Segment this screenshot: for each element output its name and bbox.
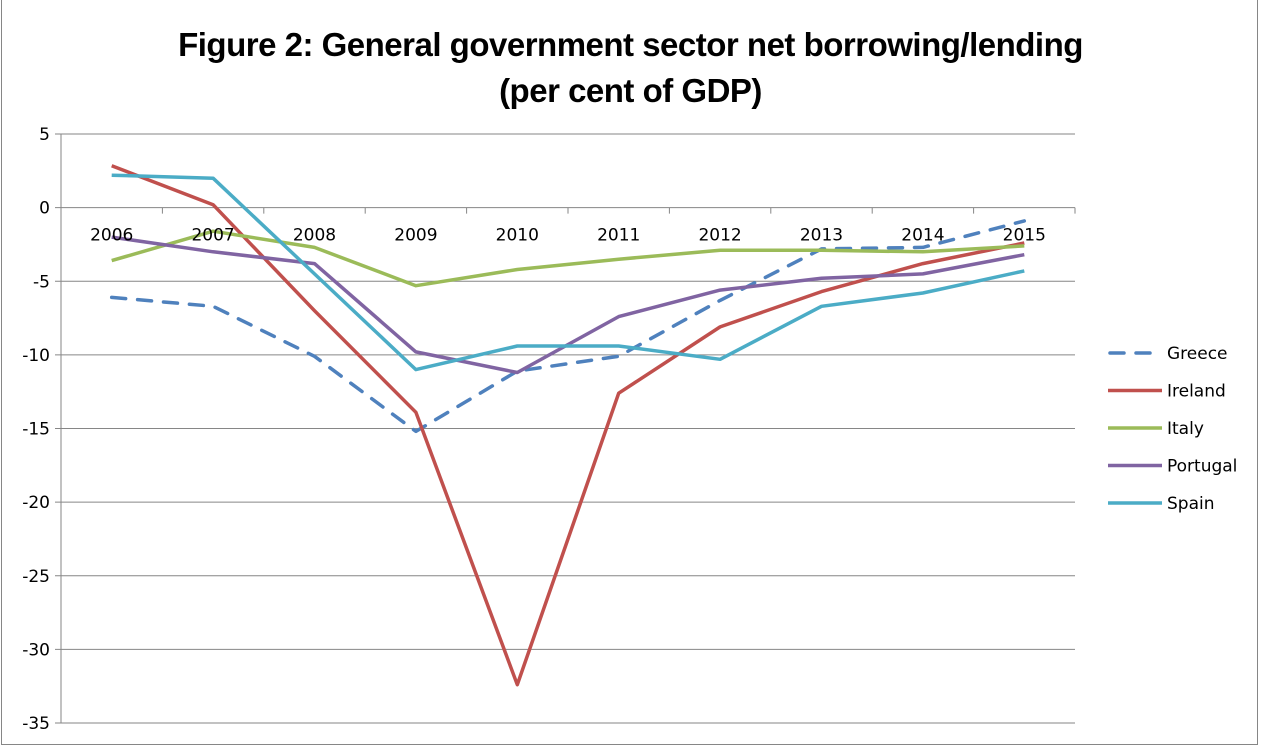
y-tick-label: 0 [39,199,50,219]
gridlines [55,133,1075,724]
legend-label: Portugal [1167,457,1237,477]
series-line-portugal [111,235,1025,375]
y-tick-label: 5 [39,125,50,145]
legend-label: Ireland [1167,382,1226,402]
legend-item-portugal: Portugal [1108,457,1237,477]
x-tick-label: 2007 [191,226,234,246]
legend-label: Italy [1167,419,1204,439]
series-line-spain [111,173,1025,372]
y-tick-label: -10 [22,346,50,366]
legend-item-spain: Spain [1108,494,1215,514]
legend-label: Spain [1167,494,1215,514]
x-axis-ticks: 2006 2007 2008 2009 2010 2011 2012 2013 2014 2015 [90,226,1046,246]
legend-item-ireland: Ireland [1108,382,1226,402]
chart-subtitle: (per cent of GDP) [499,72,762,109]
y-tick-label: -15 [22,420,50,440]
series-line-greece [109,219,1027,434]
legend-item-greece: Greece [1108,344,1228,364]
y-axis-ticks: 5 0 -5 -10 -15 -20 -25 -30 -35 [22,125,50,734]
series-line-italy [111,229,1025,288]
axes [60,134,1076,723]
y-tick-label: -35 [22,714,50,734]
chart-title: Figure 2: General government sector net … [0,22,1261,114]
x-tick-label: 2013 [800,226,843,246]
x-tick-label: 2008 [293,226,336,246]
x-tick-label: 2010 [496,226,539,246]
series-line-ireland [111,164,1025,687]
x-tick-label: 2009 [394,226,437,246]
x-tick-label: 2015 [1003,226,1046,246]
x-tick-label: 2012 [698,226,741,246]
y-tick-label: -30 [22,640,50,660]
y-tick-label: -20 [22,493,50,513]
legend-item-italy: Italy [1108,419,1204,439]
series-lines [109,164,1027,687]
x-tick-label: 2006 [90,226,133,246]
x-tick-label: 2011 [597,226,640,246]
legend: Greece Ireland Italy Portugal Spain [1108,344,1237,514]
x-tick-label: 2014 [901,226,944,246]
y-tick-label: -25 [22,567,50,587]
chart-title-line1: Figure 2: General government sector net … [178,26,1083,63]
legend-label: Greece [1167,344,1228,364]
y-tick-label: -5 [33,272,50,292]
